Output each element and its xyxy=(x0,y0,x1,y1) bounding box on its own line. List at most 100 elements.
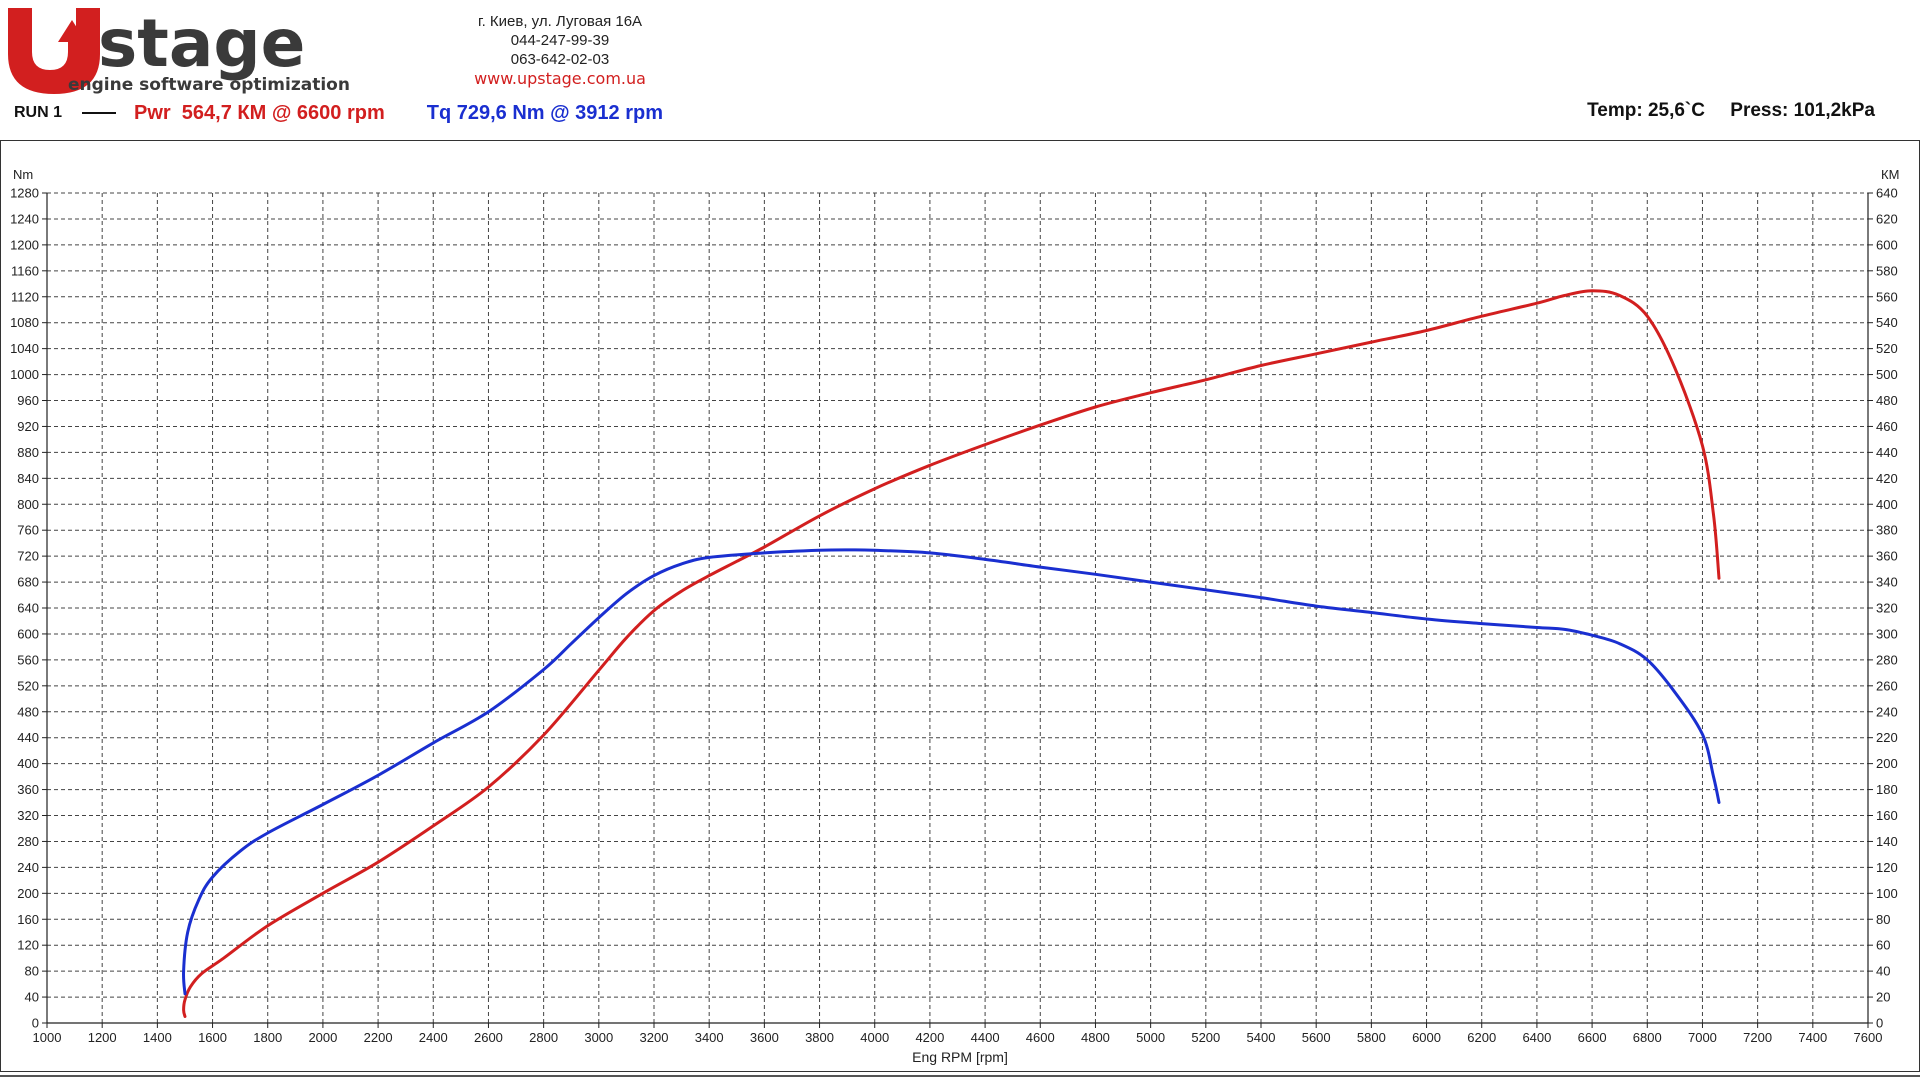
y-left-tick-label: 840 xyxy=(17,471,39,486)
x-tick-label: 1800 xyxy=(253,1030,282,1045)
y-right-tick-label: 340 xyxy=(1876,575,1898,590)
y-right-tick-label: 560 xyxy=(1876,289,1898,304)
x-tick-label: 7600 xyxy=(1854,1030,1883,1045)
logo-u-shape xyxy=(8,8,100,94)
y-left-tick-label: 640 xyxy=(17,601,39,616)
y-left-tick-label: 1000 xyxy=(10,367,39,382)
x-tick-label: 1600 xyxy=(198,1030,227,1045)
y-right-tick-label: 0 xyxy=(1876,1016,1883,1031)
y-right-tick-label: 580 xyxy=(1876,263,1898,278)
run-summary: RUN 1 Pwr 564,7 КМ @ 6600 rpm Tq 729,6 N… xyxy=(14,100,663,126)
y-right-tick-label: 120 xyxy=(1876,860,1898,875)
x-tick-label: 5800 xyxy=(1357,1030,1386,1045)
logo-brand-word: stage xyxy=(98,5,305,82)
y-left-tick-label: 400 xyxy=(17,756,39,771)
y-left-tick-label: 200 xyxy=(17,886,39,901)
y-left-tick-label: 120 xyxy=(17,938,39,953)
x-tick-label: 2800 xyxy=(529,1030,558,1045)
x-tick-label: 5400 xyxy=(1247,1030,1276,1045)
x-tick-label: 2400 xyxy=(419,1030,448,1045)
x-tick-label: 3200 xyxy=(640,1030,669,1045)
y-right-tick-label: 60 xyxy=(1876,938,1890,953)
x-tick-label: 4800 xyxy=(1081,1030,1110,1045)
y-right-tick-label: 220 xyxy=(1876,730,1898,745)
x-tick-label: 7000 xyxy=(1688,1030,1717,1045)
y-right-tick-label: 480 xyxy=(1876,393,1898,408)
x-tick-label: 5600 xyxy=(1302,1030,1331,1045)
y-left-tick-label: 160 xyxy=(17,912,39,927)
run-line-swatch xyxy=(82,112,117,114)
x-tick-label: 7200 xyxy=(1743,1030,1772,1045)
report-header: stage engine software optimization г. Ки… xyxy=(0,0,1920,140)
torque-summary: Tq 729,6 Nm @ 3912 rpm xyxy=(426,101,664,124)
dyno-chart: 1000 1200 1400 1600 1800 2000 2200 2400 2600 2800… xyxy=(10,167,1899,1065)
power-summary: Pwr 564,7 КМ @ 6600 rpm xyxy=(134,101,385,124)
y-left-tick-label: 360 xyxy=(17,782,39,797)
y-left-tick-label: 1040 xyxy=(10,341,39,356)
y-right-tick-label: 140 xyxy=(1876,834,1898,849)
x-tick-label: 3000 xyxy=(584,1030,613,1045)
x-tick-label: 6000 xyxy=(1412,1030,1441,1045)
y-right-tick-label: 80 xyxy=(1876,912,1890,927)
x-tick-label: 3400 xyxy=(695,1030,724,1045)
phone-line-2: 063-642-02-03 xyxy=(510,51,610,68)
y-left-tick-label: 760 xyxy=(17,523,39,538)
y-right-tick-label: 420 xyxy=(1876,471,1898,486)
y-left-tick-label: 1200 xyxy=(10,237,39,252)
y-axis-right-label: КМ xyxy=(1881,167,1899,182)
y-left-tick-label: 1080 xyxy=(10,315,39,330)
y-left-tick-label: 280 xyxy=(17,834,39,849)
power-curve xyxy=(182,289,1721,1018)
y-left-tick-label: 40 xyxy=(25,990,39,1005)
website-link[interactable]: www.upstage.com.ua xyxy=(474,69,646,88)
x-tick-label: 5200 xyxy=(1191,1030,1220,1045)
pressure-readout: Press: 101,2kPa xyxy=(1730,100,1875,121)
y-left-tick-label: 1120 xyxy=(11,289,39,304)
temperature-readout: Temp: 25,6`C xyxy=(1587,100,1705,121)
y-left-tick-label: 1280 xyxy=(10,186,39,201)
y-right-tick-label: 20 xyxy=(1876,990,1890,1005)
y-right-tick-label: 380 xyxy=(1876,523,1898,538)
y-right-tick-label: 40 xyxy=(1876,964,1890,979)
x-tick-label: 1200 xyxy=(88,1030,117,1045)
y-left-tick-label: 320 xyxy=(17,808,39,823)
x-tick-label: 3800 xyxy=(805,1030,834,1045)
x-tick-label: 6600 xyxy=(1578,1030,1607,1045)
y-right-tick-label: 240 xyxy=(1876,704,1898,719)
y-left-tick-label: 80 xyxy=(25,964,39,979)
y-right-tick-label: 100 xyxy=(1876,886,1898,901)
y-left-tick-label: 960 xyxy=(17,393,39,408)
x-tick-label: 7400 xyxy=(1798,1030,1827,1045)
y-right-tick-label: 540 xyxy=(1876,315,1898,330)
bottom-rule xyxy=(0,1075,1920,1077)
address-line: г. Киев, ул. Луговая 16А xyxy=(477,13,643,30)
run-label: RUN 1 xyxy=(14,104,63,121)
y-left-tick-label: 1240 xyxy=(10,211,39,226)
x-tick-label: 1400 xyxy=(143,1030,172,1045)
x-tick-label: 3600 xyxy=(750,1030,779,1045)
x-tick-label: 5000 xyxy=(1136,1030,1165,1045)
x-tick-label: 4400 xyxy=(971,1030,1000,1045)
phone-line-1: 044-247-99-39 xyxy=(510,32,610,49)
y-right-tick-label: 360 xyxy=(1876,549,1898,564)
x-tick-label: 4200 xyxy=(915,1030,944,1045)
y-left-tick-label: 600 xyxy=(17,626,39,641)
contact-block: г. Киев, ул. Луговая 16А 044-247-99-39 0… xyxy=(440,12,680,88)
x-axis-label: Eng RPM [rpm] xyxy=(912,1049,1008,1065)
y-right-tick-label: 640 xyxy=(1876,186,1898,201)
x-tick-label: 6200 xyxy=(1467,1030,1496,1045)
ambient-conditions: Temp: 25,6`C Press: 101,2kPa xyxy=(1587,100,1875,122)
y-left-tick-label: 720 xyxy=(17,549,39,564)
x-tick-label: 6400 xyxy=(1522,1030,1551,1045)
y-left-tick-label: 0 xyxy=(32,1016,39,1031)
y-right-tick-label: 500 xyxy=(1876,367,1898,382)
y-right-tick-label: 600 xyxy=(1876,237,1898,252)
upstage-logo: stage engine software optimization xyxy=(8,5,350,95)
axis-layer: 1000 1200 1400 1600 1800 2000 2200 2400 2600 2800… xyxy=(10,186,1898,1046)
y-left-tick-label: 240 xyxy=(17,860,39,875)
y-right-tick-label: 320 xyxy=(1876,601,1898,616)
series-layer xyxy=(182,289,1721,1018)
grid-layer xyxy=(46,192,1869,1024)
y-right-tick-label: 180 xyxy=(1876,782,1898,797)
torque-curve xyxy=(182,548,1721,996)
